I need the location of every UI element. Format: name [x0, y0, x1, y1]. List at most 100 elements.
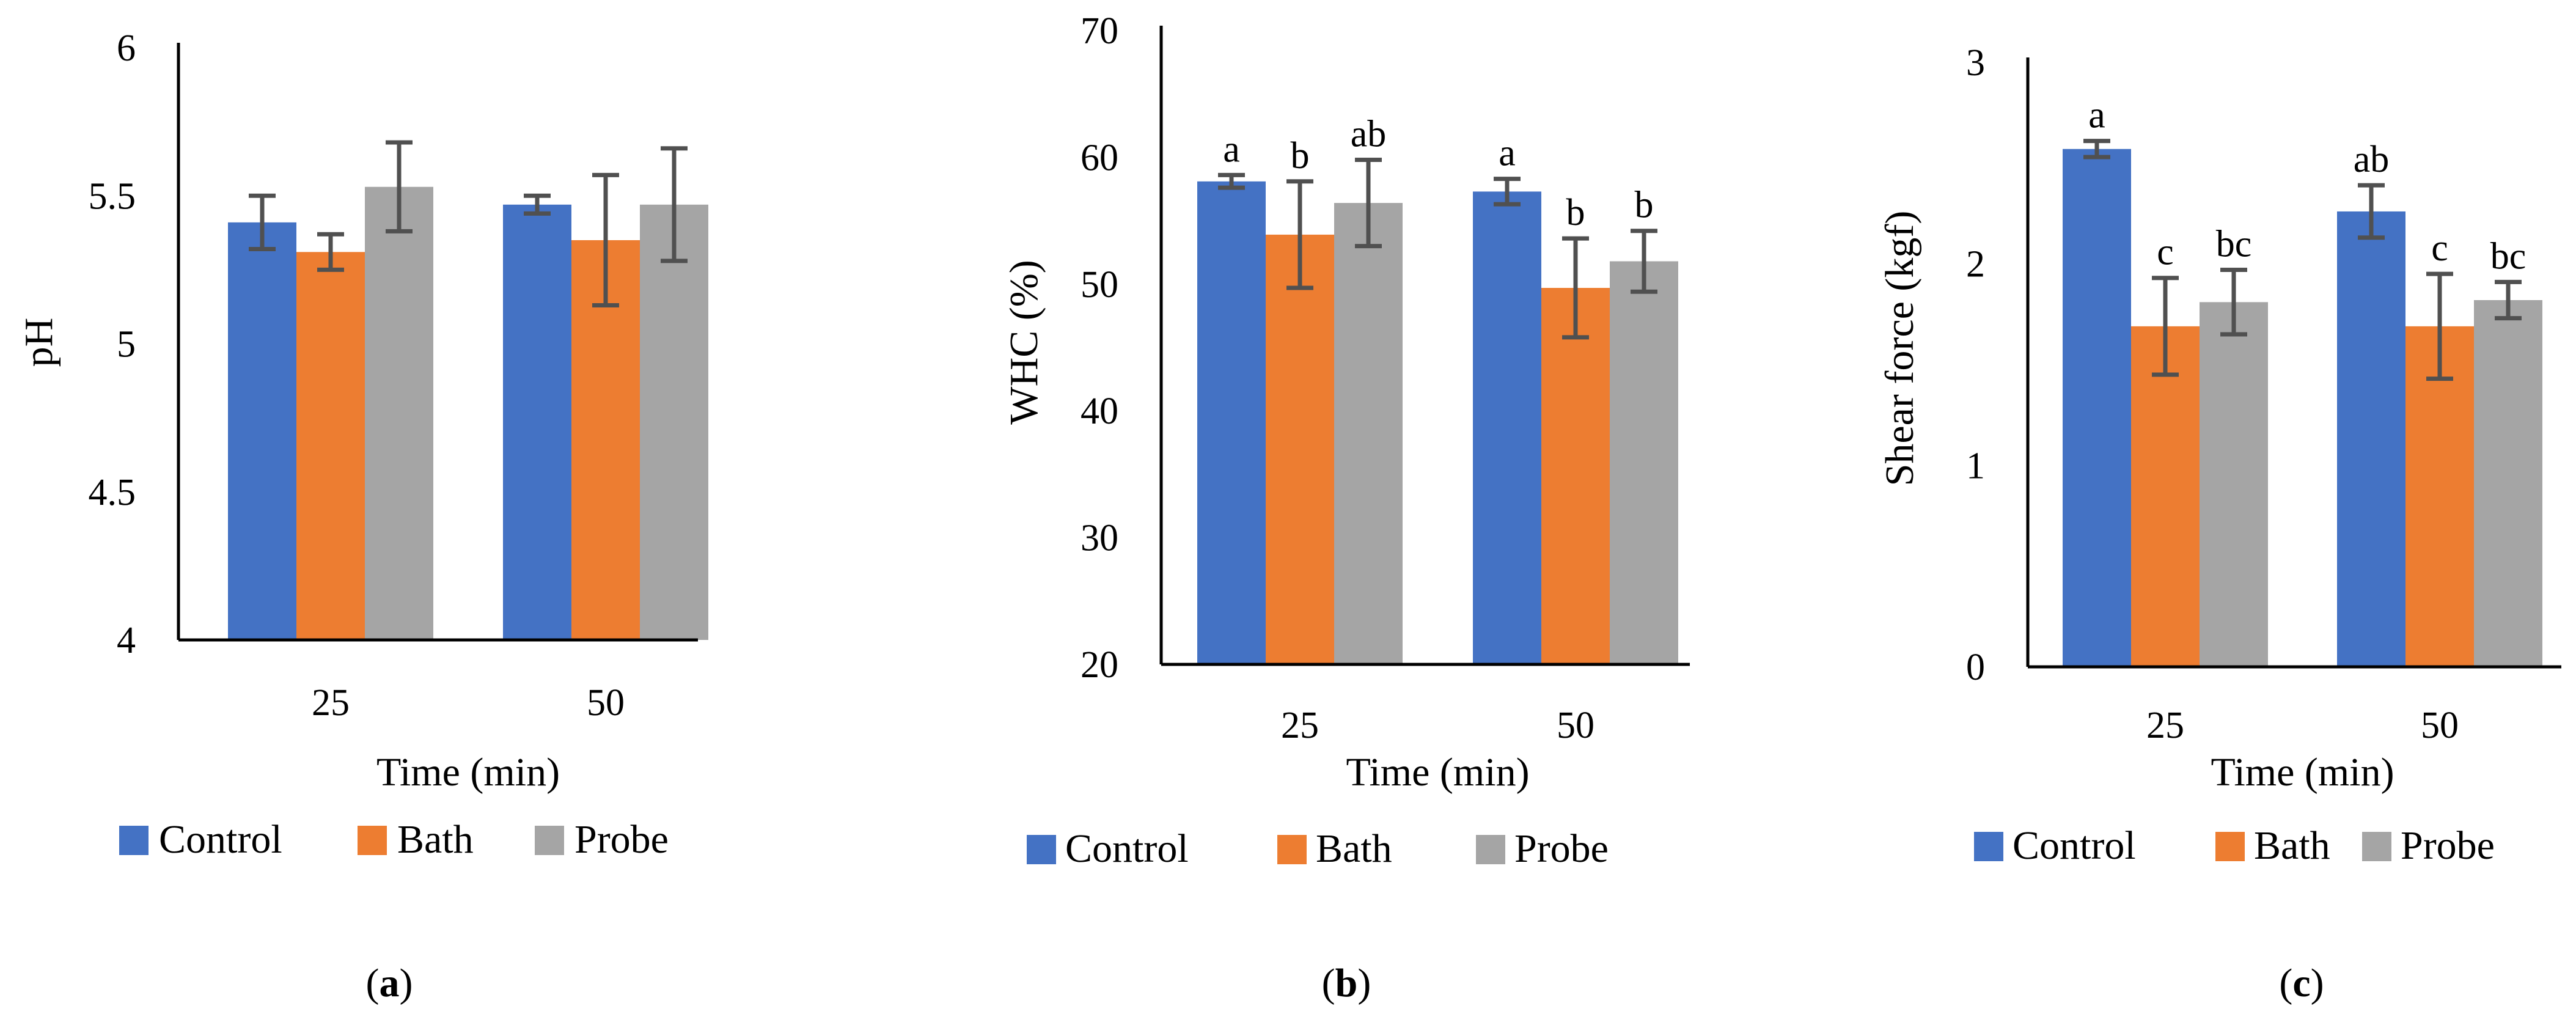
significance-letter: a [2088, 95, 2105, 136]
significance-letter: c [2157, 232, 2174, 273]
significance-letter: b [1635, 185, 1654, 226]
error-bar-probe-50 [1631, 229, 1657, 294]
significance-letter: ab [1351, 114, 1387, 155]
x-tick-label: 50 [2421, 705, 2459, 746]
panel-label: (c) [2279, 961, 2324, 1005]
legend-label-control: Control [159, 817, 282, 862]
legend-label-probe: Probe [574, 817, 669, 862]
error-bar-probe-25 [1355, 158, 1382, 249]
bar-probe-25 [2200, 302, 2268, 667]
legend-swatch-control [1027, 835, 1056, 864]
error-bar-probe-25 [2220, 268, 2247, 337]
legend-label-bath: Bath [1316, 826, 1392, 871]
significance-letter: bc [2216, 224, 2252, 265]
y-tick-label: 40 [1081, 391, 1118, 432]
legend-swatch-control [119, 826, 149, 855]
error-bar-probe-25 [386, 140, 413, 233]
legend-swatch-bath [2215, 832, 2245, 861]
bar-bath-25 [296, 252, 365, 640]
legend-swatch-probe [1476, 835, 1505, 864]
legend: Control Bath Probe [119, 817, 669, 862]
significance-letter: b [1291, 135, 1310, 177]
legend-label-bath: Bath [397, 817, 474, 862]
significance-letter: c [2431, 227, 2448, 269]
x-tick-label: 25 [1281, 705, 1319, 746]
bar-control-50 [503, 204, 571, 640]
x-tick-label: 50 [1557, 705, 1594, 746]
error-bar-control-25 [1218, 172, 1245, 190]
bar-control-50 [1473, 191, 1541, 664]
bar-control-25 [1197, 181, 1266, 664]
y-tick-label: 1 [1966, 445, 1985, 487]
legend-swatch-control [1974, 832, 2003, 861]
significance-letter: b [1566, 192, 1585, 233]
error-bar-control-25 [2083, 139, 2110, 160]
x-axis-title: Time (min) [2211, 750, 2394, 795]
y-axis-title: WHC (%) [1002, 260, 1046, 424]
x-tick-label: 25 [2146, 705, 2184, 746]
significance-letter: ab [2354, 139, 2390, 180]
panel-label: (b) [1322, 961, 1371, 1005]
error-bar-control-25 [249, 193, 276, 251]
error-bar-bath-50 [592, 172, 619, 308]
y-tick-label: 3 [1966, 42, 1985, 84]
legend-label-bath: Bath [2254, 823, 2330, 868]
y-tick-label: 5.5 [89, 175, 136, 217]
y-tick-label: 4 [117, 620, 136, 661]
bar-control-25 [2063, 149, 2131, 667]
bar-control-25 [228, 222, 296, 641]
panel-label-letter: c [2292, 961, 2310, 1005]
panel-label-letter: b [1335, 961, 1358, 1005]
legend-label-probe: Probe [1514, 826, 1609, 871]
bar-bath-25 [1266, 234, 1334, 664]
error-bar-probe-50 [2495, 279, 2522, 321]
significance-letter: a [1223, 128, 1240, 170]
error-bar-probe-50 [661, 146, 688, 263]
error-bar-bath-25 [1286, 179, 1313, 290]
legend-label-control: Control [1065, 826, 1189, 871]
bar-bath-25 [2131, 326, 2200, 667]
y-tick-label: 6 [117, 28, 136, 69]
significance-letter: bc [2490, 235, 2526, 277]
error-bar-bath-25 [2152, 276, 2179, 377]
legend: Control Bath Probe [1974, 823, 2495, 868]
error-bar-control-50 [1494, 177, 1521, 207]
x-axis-title: Time (min) [376, 750, 560, 795]
y-tick-label: 2 [1966, 244, 1985, 285]
y-axis-title: pH [17, 318, 61, 367]
legend-swatch-bath [1277, 835, 1307, 864]
chart-panel-a: 4 4.5 5 5.5 6 25 50 pH Time (min) Control Bath Prob… [17, 28, 708, 1005]
bar-probe-50 [640, 204, 708, 640]
legend-label-probe: Probe [2401, 823, 2495, 868]
y-axis-title: Shear force (kgf) [1877, 211, 1922, 487]
error-bar-control-50 [2358, 183, 2385, 240]
error-bar-bath-50 [1562, 236, 1589, 340]
error-bar-control-50 [524, 193, 551, 216]
y-tick-label: 30 [1081, 518, 1118, 559]
y-tick-label: 20 [1081, 644, 1118, 686]
y-tick-label: 70 [1081, 10, 1118, 52]
error-bar-bath-50 [2426, 271, 2453, 381]
bar-control-50 [2337, 211, 2405, 667]
legend-swatch-probe [2362, 832, 2391, 861]
x-tick-label: 50 [587, 682, 625, 724]
legend: Control Bath Probe [1027, 826, 1609, 871]
bar-probe-50 [1610, 261, 1678, 664]
y-tick-label: 50 [1081, 264, 1118, 306]
error-bar-bath-25 [317, 232, 344, 272]
legend-label-control: Control [2013, 823, 2136, 868]
panel-label: (a) [366, 961, 413, 1005]
bar-probe-25 [365, 186, 433, 641]
y-tick-label: 60 [1081, 137, 1118, 178]
significance-letter: a [1499, 133, 1516, 174]
legend-swatch-probe [535, 826, 564, 855]
bar-probe-50 [2474, 300, 2542, 667]
bar-bath-50 [2405, 326, 2474, 667]
bar-probe-25 [1334, 203, 1403, 665]
y-tick-label: 0 [1966, 647, 1985, 688]
y-tick-label: 4.5 [89, 472, 136, 513]
x-tick-label: 25 [312, 682, 350, 724]
